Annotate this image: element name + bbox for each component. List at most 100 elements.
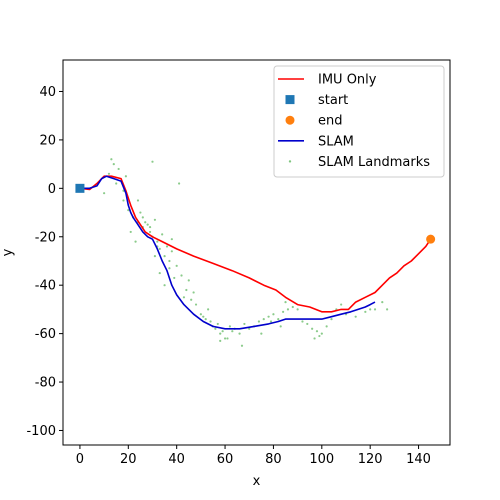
x-axis-label: x [253,474,261,489]
landmark-point [129,230,132,234]
landmark-point [194,303,198,306]
x-tick-label: 40 [168,452,185,467]
landmark-point [192,291,195,294]
landmark-point [146,223,149,226]
landmark-point [228,325,231,328]
landmark-point [207,308,210,311]
landmark-point [282,310,285,313]
start-marker [75,183,85,193]
legend-label: SLAM Landmarks [318,155,430,170]
end-marker [426,234,436,244]
legend-label: SLAM [318,134,354,149]
landmark-point [257,320,261,323]
landmark-point [151,160,154,163]
landmark-layer [103,158,389,347]
landmark-point [153,218,157,221]
landmark-point [170,250,173,253]
y-tick-label: -100 [26,424,56,439]
x-tick-label: 60 [217,452,234,467]
landmark-point [185,288,188,292]
legend-circle-swatch [285,115,295,125]
landmark-point [221,330,224,333]
legend-box [273,65,445,178]
landmark-point [163,255,166,258]
landmark-point [238,332,241,335]
landmark-point [127,209,130,212]
landmark-point [381,301,384,304]
landmark-point [148,230,152,234]
landmark-point [296,308,299,311]
landmark-point [144,221,147,224]
landmark-point [163,284,166,287]
landmark-point [226,337,229,340]
y-tick-label: -60 [35,327,56,342]
x-tick-label: 80 [265,452,282,467]
slam-trajectory-line [79,175,376,330]
landmark-point [156,240,159,243]
landmark-point [168,259,171,263]
landmark-point [180,274,183,277]
x-tick-label: 20 [120,452,137,467]
landmark-point [219,332,222,335]
landmark-point [209,320,212,323]
landmark-point [199,313,202,316]
x-tick-label: 140 [406,452,431,467]
landmark-point [107,172,111,175]
landmark-point [315,330,319,333]
landmark-point [369,308,372,311]
landmark-point [190,298,193,301]
landmark-point [354,315,357,318]
landmark-point [386,308,389,311]
legend: IMU Only start end SLAM SLAM Landmarks [273,65,445,178]
tick-layer: 0 20 40 60 80 100 120 140 40 20 0 -20 -40 -60 -80 -100 [26,85,430,467]
landmark-point [175,264,178,267]
landmark-point [216,322,219,326]
landmark-point [139,211,142,214]
landmark-point [286,308,290,311]
landmark-point [158,247,161,250]
landmark-point [340,303,343,306]
landmark-point [178,182,181,185]
landmark-point [219,339,222,342]
landmark-point [117,167,120,171]
landmark-point [223,337,227,340]
landmark-point [262,317,265,321]
landmark-point [313,337,316,340]
line-layer [79,175,432,330]
landmark-point [148,225,152,229]
landmark-point [373,308,377,311]
imu-trajectory-line [79,175,432,313]
landmark-point [277,317,280,321]
landmark-point [187,279,190,282]
y-tick-label: -40 [35,279,56,294]
landmark-point [182,296,186,299]
x-tick-label: 0 [76,452,84,467]
landmark-point [103,192,106,195]
landmark-point [320,332,323,335]
landmark-point [284,301,287,304]
y-tick-label: -20 [35,230,56,245]
landmark-point [325,325,328,328]
landmark-point [269,320,273,323]
legend-square-swatch [285,95,295,105]
legend-label: start [318,93,348,108]
landmark-point [202,315,205,318]
legend-label: IMU Only [318,73,377,88]
landmark-point [318,334,321,338]
landmark-point [231,330,234,333]
y-tick-label: -80 [35,376,56,391]
y-tick-label: 0 [48,182,56,197]
landmark-point [136,199,140,202]
legend-label: end [318,114,343,129]
landmark-point [168,267,171,270]
landmark-point [204,317,207,321]
landmark-point [170,238,173,241]
landmark-point [141,216,144,219]
landmark-point [291,305,294,309]
y-axis-label: y [1,248,16,256]
x-tick-label: 100 [309,452,334,467]
landmark-point [243,322,246,326]
landmark-point [110,158,113,161]
landmark-point [214,327,217,330]
